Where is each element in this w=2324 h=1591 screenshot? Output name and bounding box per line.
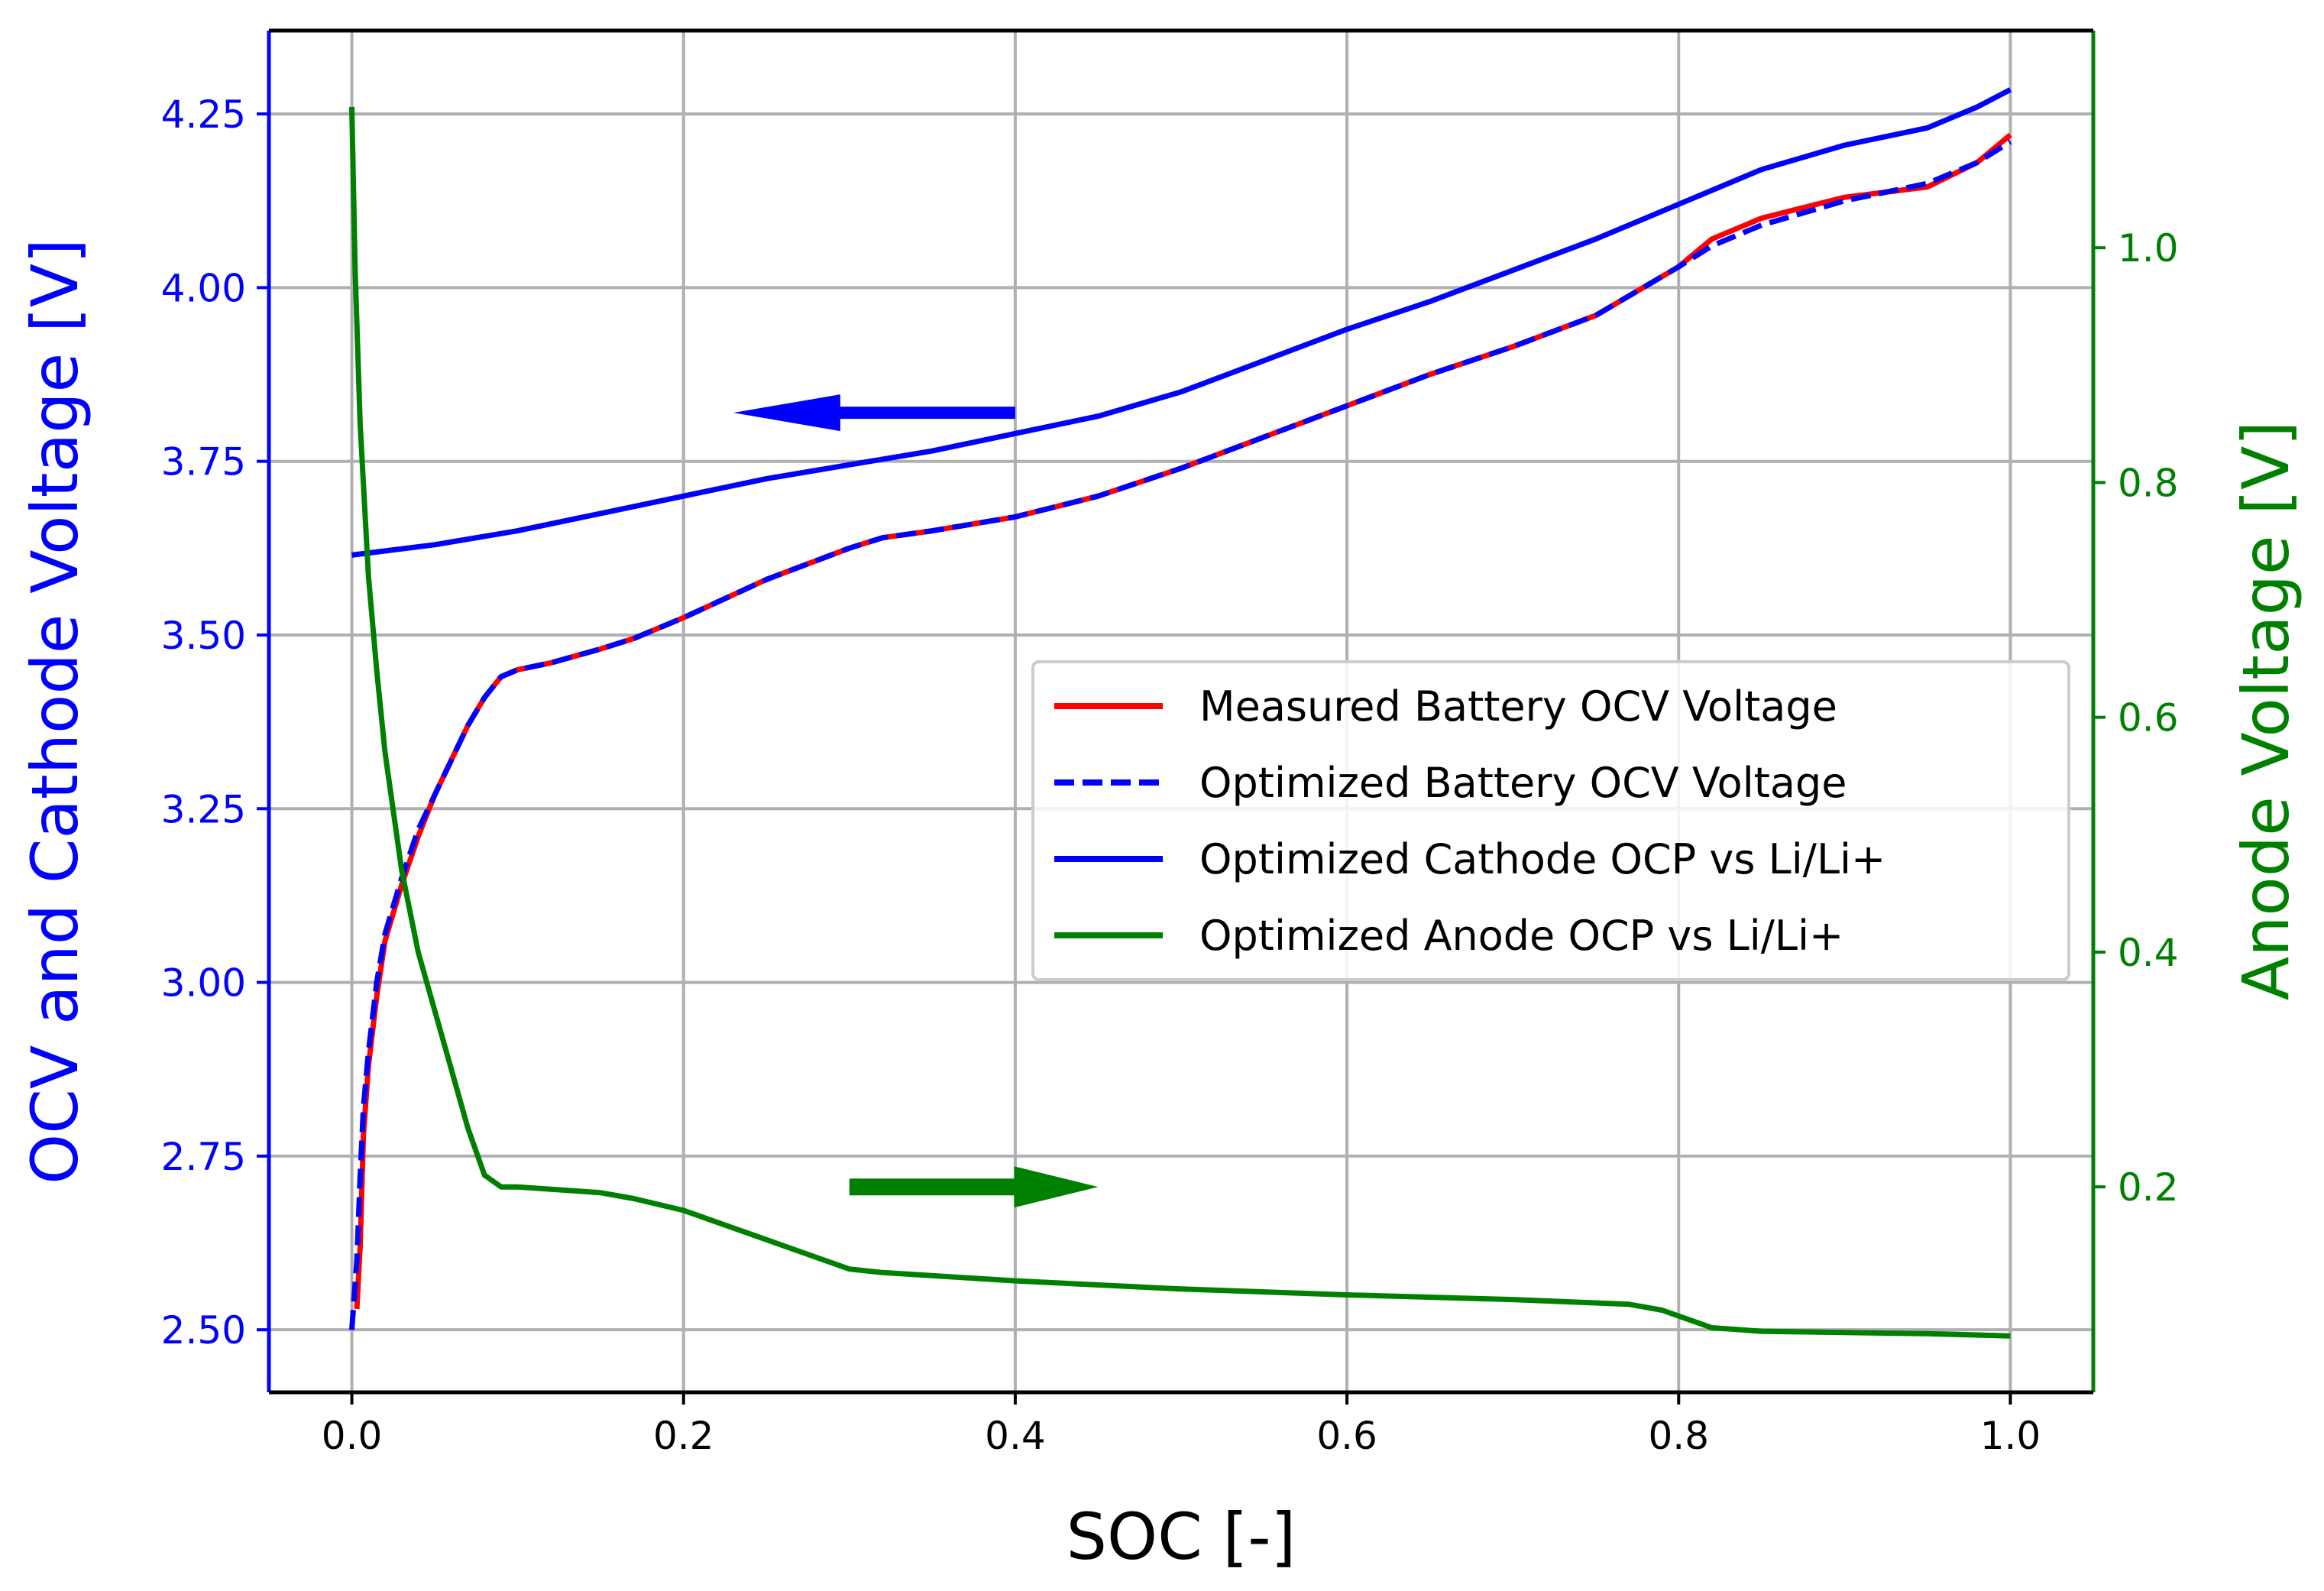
right-tick-label: 0.2: [2118, 1165, 2179, 1210]
left-tick-label: 3.75: [161, 440, 246, 484]
left-axis-title: OCV and Cathode Voltage [V]: [18, 238, 92, 1184]
series-line-optimized-anode-ocp-vs-li-li-: [349, 106, 2011, 1339]
arrows-group: [733, 394, 1099, 1208]
right-tick-label: 0.6: [2118, 696, 2179, 740]
left-tick-label: 2.50: [161, 1308, 246, 1353]
series-group: [349, 87, 2012, 1339]
left-tick-label: 4.00: [161, 266, 246, 310]
left-tick-label: 3.00: [161, 961, 246, 1006]
x-axis-title: SOC [-]: [1067, 1499, 1296, 1574]
right-tick-label: 0.8: [2118, 461, 2179, 505]
x-tick-label: 0.0: [322, 1414, 383, 1458]
ticks-group: 0.0 0.2 0.4 0.6 0.8 1.0 2.50 2.75 3.00 3.25 3.50 3.…: [161, 92, 2179, 1458]
legend: Measured Battery OCV Voltage Optimized Ba…: [1031, 660, 2070, 981]
x-tick-label: 0.8: [1649, 1414, 1710, 1458]
left-tick-label: 4.25: [161, 92, 246, 137]
x-tick-label: 0.4: [985, 1414, 1046, 1458]
series-line-optimized-cathode-ocp-vs-li-li-: [351, 87, 2012, 558]
legend-items: Measured Battery OCV Voltage Optimized Ba…: [1054, 682, 1885, 960]
right-tick-label: 0.4: [2118, 931, 2179, 975]
arrow-right-axis: [849, 1166, 1099, 1208]
legend-label: Optimized Battery OCV Voltage: [1199, 759, 1847, 807]
legend-frame: [1031, 660, 2070, 981]
left-tick-label: 3.50: [161, 614, 246, 658]
right-tick-label: 1.0: [2118, 226, 2179, 271]
x-tick-label: 0.6: [1316, 1414, 1377, 1458]
legend-label: Optimized Cathode OCP vs Li/Li+: [1199, 835, 1885, 883]
axes-group: [267, 28, 2096, 1395]
arrow-left-axis: [733, 394, 1015, 432]
left-tick-label: 2.75: [161, 1135, 246, 1179]
right-axis-title: Anode Voltage [V]: [2229, 421, 2303, 1001]
legend-label: Optimized Anode OCP vs Li/Li+: [1199, 912, 1843, 960]
left-tick-label: 3.25: [161, 787, 246, 831]
legend-label: Measured Battery OCV Voltage: [1199, 682, 1837, 731]
x-tick-label: 0.2: [653, 1414, 714, 1458]
x-tick-label: 1.0: [1980, 1414, 2041, 1458]
series-line-optimized-battery-ocv-voltage: [349, 139, 2012, 1330]
